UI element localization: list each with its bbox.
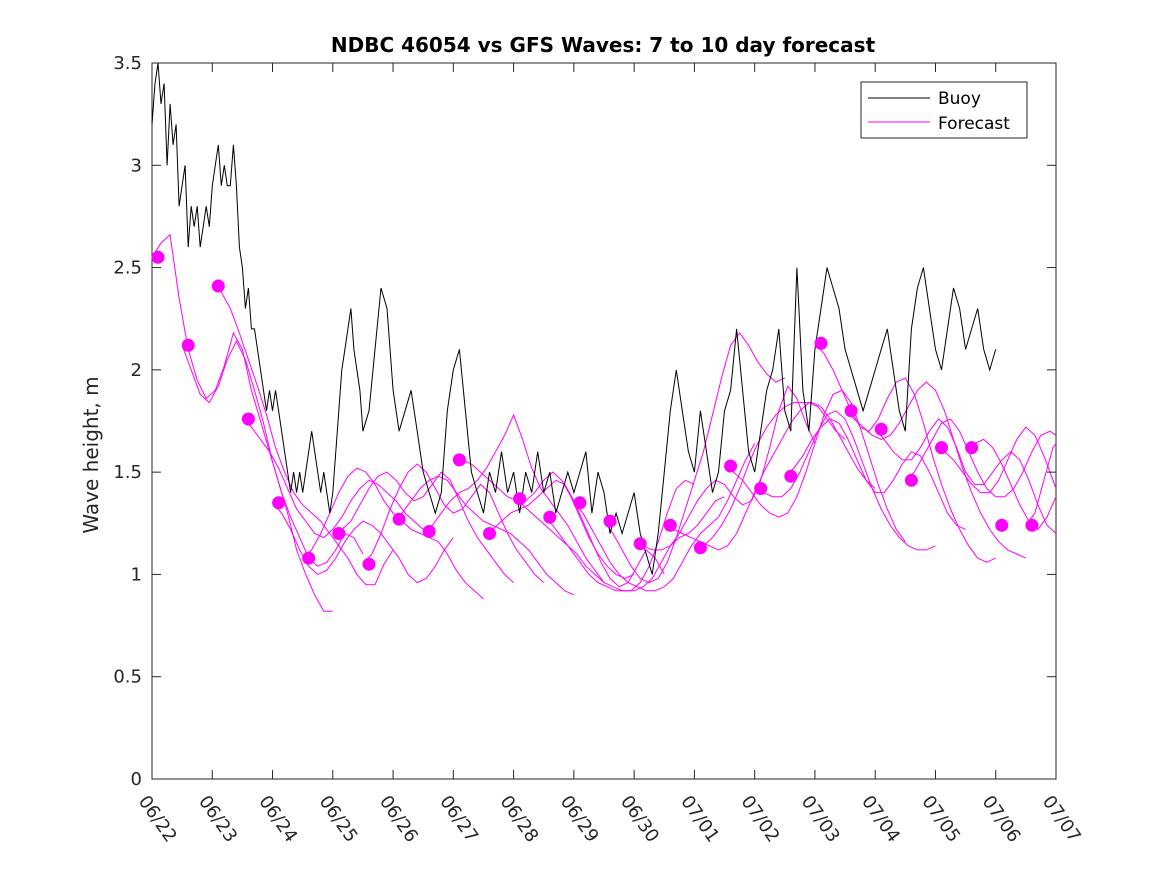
y-tick-label: 0.5 <box>113 667 142 688</box>
forecast-marker <box>151 250 165 264</box>
forecast-marker <box>904 473 918 487</box>
y-tick-label: 3.5 <box>113 53 142 74</box>
forecast-line-24 <box>874 418 1057 534</box>
forecast-marker <box>935 441 948 455</box>
y-tick-label: 0 <box>131 769 142 790</box>
forecast-marker <box>543 510 557 524</box>
forecast-line-0 <box>151 233 333 612</box>
forecast-marker <box>693 541 707 555</box>
y-axis-label: Wave height, m <box>79 376 103 533</box>
forecast-line-27 <box>965 438 1057 531</box>
forecast-marker <box>965 441 979 455</box>
forecast-marker <box>483 527 496 540</box>
forecast-line-19 <box>724 389 906 542</box>
legend-label-buoy: Buoy <box>938 89 981 109</box>
forecast-marker <box>603 514 617 528</box>
forecast-line-3 <box>242 418 424 539</box>
forecast-line-12 <box>513 479 695 592</box>
forecast-line-28 <box>1025 443 1057 526</box>
legend-label-forecast: Forecast <box>938 114 1010 134</box>
forecast-marker <box>272 496 286 510</box>
buoy-line <box>151 62 997 575</box>
forecast-line-7 <box>362 463 545 583</box>
forecast-line-8 <box>392 475 575 596</box>
forecast-line-22 <box>814 342 996 563</box>
forecast-line-17 <box>664 402 846 551</box>
chart-title: NDBC 46054 vs GFS Waves: 7 to 10 day for… <box>331 33 876 57</box>
forecast-marker <box>181 338 195 352</box>
forecast-line-5 <box>302 467 484 600</box>
y-tick-label: 1.5 <box>113 462 142 483</box>
y-tick-label: 2.5 <box>113 258 142 279</box>
axes-box <box>151 62 1057 780</box>
forecast-line-10 <box>453 459 635 580</box>
forecast-marker <box>573 496 587 510</box>
forecast-marker <box>513 492 527 506</box>
forecast-line-2 <box>212 285 394 586</box>
y-tick-label: 1 <box>131 564 142 585</box>
forecast-line-16 <box>633 385 816 551</box>
forecast-line-21 <box>784 418 966 530</box>
forecast-marker <box>784 469 798 483</box>
forecast-marker <box>874 422 888 436</box>
forecast-marker <box>814 336 828 350</box>
forecast-marker <box>663 518 677 532</box>
forecast-line-15 <box>603 332 786 584</box>
forecast-marker <box>362 557 376 571</box>
forecast-line-25 <box>904 418 1057 498</box>
forecast-line-1 <box>181 340 364 567</box>
forecast-line-4 <box>272 502 454 584</box>
forecast-line-6 <box>332 471 514 583</box>
legend: Buoy Forecast <box>860 81 1028 139</box>
forecast-line-23 <box>844 381 1027 559</box>
forecast-line-13 <box>543 496 725 592</box>
y-tick-label: 2 <box>131 360 142 381</box>
y-tick-label: 3 <box>131 155 142 176</box>
forecast-marker <box>422 525 436 538</box>
forecast-marker <box>332 527 346 540</box>
forecast-marker <box>754 482 768 495</box>
forecast-marker <box>241 412 255 426</box>
forecast-marker <box>211 279 225 293</box>
forecast-marker <box>995 518 1009 532</box>
forecast-marker <box>302 551 316 565</box>
forecast-line-20 <box>754 410 936 551</box>
forecast-marker <box>452 453 466 467</box>
forecast-marker <box>1025 518 1039 532</box>
forecast-line-14 <box>573 443 756 592</box>
forecast-line-26 <box>935 426 1057 494</box>
forecast-marker <box>392 512 406 526</box>
forecast-line-9 <box>422 413 605 583</box>
forecast-marker <box>844 404 858 418</box>
legend-box <box>860 81 1028 139</box>
plot-area: 00.511.522.533.506/22 06/23 06/24 06/25 06/2… <box>113 53 1085 846</box>
forecast-marker <box>724 459 738 473</box>
forecast-marker <box>633 537 647 551</box>
